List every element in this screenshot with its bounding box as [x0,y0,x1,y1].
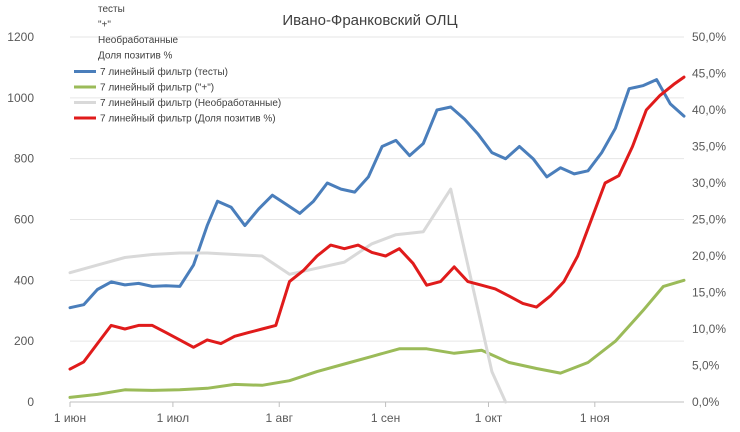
legend-entry-label: Доля позитив % [98,51,173,62]
x-tick-label: 1 сен [371,411,400,425]
series-lines [68,75,686,404]
y-left-tick-label: 400 [14,273,34,287]
y-right-tick-label: 35,0% [692,140,726,154]
y-right-tick-label: 50,0% [692,30,726,44]
y-right-tick-label: 20,0% [692,249,726,263]
y-left-tick-label: 800 [14,152,34,166]
series-line-4 [68,75,686,371]
legend-entry-label: 7 линейный фильтр (Необработанные) [100,97,281,109]
x-tick-label: 1 июл [157,411,189,425]
y-left-tick-label: 1000 [7,91,34,105]
series-line-1 [68,78,686,310]
x-tick-label: 1 окт [475,411,503,425]
x-tick-label: 1 авг [266,411,294,425]
x-tick-label: 1 июн [54,411,86,425]
y-right-tick-label: 10,0% [692,322,726,336]
y-right-tick-label: 5,0% [692,359,720,373]
legend-entry-label: "+" [98,20,111,31]
chart-title: Ивано-Франковский ОЛЦ [282,12,457,29]
legend-entry-label: тесты [98,4,125,15]
y-right-tick-label: 0,0% [692,395,720,409]
legend-entry-label: 7 линейный фильтр (Доля позитив %) [100,113,276,125]
y-right-tick-label: 30,0% [692,176,726,190]
y-right-tick-label: 40,0% [692,103,726,117]
y-right-tick-label: 15,0% [692,286,726,300]
y-left-tick-label: 200 [14,334,34,348]
x-tick-label: 1 ноя [580,411,610,425]
y-left-tick-label: 0 [27,395,34,409]
y-left-tick-label: 1200 [7,30,34,44]
x-axis: 1 июн 1 июл 1 авг 1 сен 1 окт 1 ноя [54,402,610,425]
legend: тесты "+" Необработанные Доля позитив % 7 ли… [74,4,281,125]
legend-entry-label: Необработанные [98,34,179,46]
series-line-3 [68,187,508,404]
series-line-2 [68,278,686,399]
y-axis-left: 0 200 400 600 800 1000 1200 [7,30,34,409]
y-left-tick-label: 600 [14,213,34,227]
y-right-tick-label: 25,0% [692,213,726,227]
legend-entry-label: 7 линейный фильтр ("+") [100,82,214,94]
y-axis-right: 0,0% 5,0% 10,0% 15,0% 20,0% 25,0% 30,0% 35,0% 40… [692,30,726,409]
legend-entry-label: 7 линейный фильтр (тесты) [100,66,228,78]
y-right-tick-label: 45,0% [692,67,726,81]
